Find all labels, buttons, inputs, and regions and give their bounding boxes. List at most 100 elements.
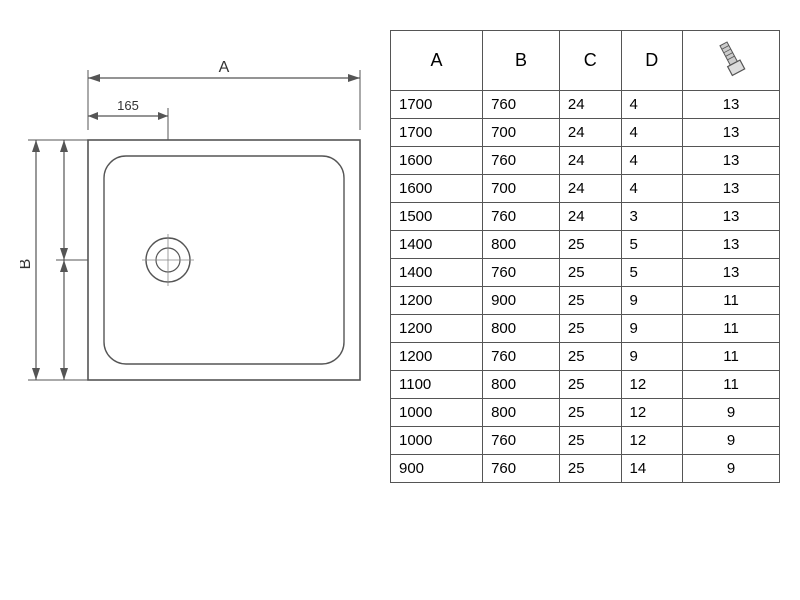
table-cell: 800 xyxy=(483,371,560,399)
dimensions-table-area: A B C D xyxy=(380,30,780,550)
table-cell: 13 xyxy=(683,91,780,119)
table-cell: 760 xyxy=(483,455,560,483)
table-cell: 1000 xyxy=(391,427,483,455)
table-cell: 900 xyxy=(483,287,560,315)
table-cell: 24 xyxy=(559,147,621,175)
table-row: 100076025129 xyxy=(391,427,780,455)
table-row: 140076025513 xyxy=(391,259,780,287)
table-cell: 9 xyxy=(621,287,683,315)
table-cell: 25 xyxy=(559,427,621,455)
table-cell: 9 xyxy=(683,399,780,427)
col-header-c: C xyxy=(559,31,621,91)
table-cell: 11 xyxy=(683,371,780,399)
table-cell: 12 xyxy=(621,371,683,399)
table-row: 120090025911 xyxy=(391,287,780,315)
table-cell: 25 xyxy=(559,343,621,371)
table-cell: 1100 xyxy=(391,371,483,399)
table-cell: 4 xyxy=(621,175,683,203)
table-cell: 9 xyxy=(683,427,780,455)
table-cell: 1700 xyxy=(391,91,483,119)
table-cell: 13 xyxy=(683,231,780,259)
table-cell: 1200 xyxy=(391,287,483,315)
table-cell: 24 xyxy=(559,175,621,203)
bolt-icon xyxy=(713,36,749,80)
table-cell: 1500 xyxy=(391,203,483,231)
table-cell: 4 xyxy=(621,147,683,175)
table-row: 1100800251211 xyxy=(391,371,780,399)
table-cell: 3 xyxy=(621,203,683,231)
table-body: 1700760244131700700244131600760244131600… xyxy=(391,91,780,483)
table-cell: 4 xyxy=(621,91,683,119)
table-cell: 1600 xyxy=(391,147,483,175)
table-cell: 760 xyxy=(483,91,560,119)
table-cell: 1600 xyxy=(391,175,483,203)
table-cell: 11 xyxy=(683,315,780,343)
label-a: A xyxy=(219,59,230,76)
table-cell: 25 xyxy=(559,315,621,343)
table-row: 170070024413 xyxy=(391,119,780,147)
table-cell: 14 xyxy=(621,455,683,483)
table-row: 100080025129 xyxy=(391,399,780,427)
label-b: B xyxy=(20,259,34,270)
table-cell: 13 xyxy=(683,259,780,287)
table-cell: 13 xyxy=(683,175,780,203)
table-cell: 800 xyxy=(483,315,560,343)
table-cell: 760 xyxy=(483,427,560,455)
technical-diagram: A 165 B xyxy=(20,30,380,550)
table-row: 160070024413 xyxy=(391,175,780,203)
table-cell: 9 xyxy=(621,343,683,371)
col-header-b: B xyxy=(483,31,560,91)
table-cell: 13 xyxy=(683,119,780,147)
table-cell: 13 xyxy=(683,147,780,175)
table-cell: 11 xyxy=(683,343,780,371)
table-row: 170076024413 xyxy=(391,91,780,119)
table-cell: 1200 xyxy=(391,343,483,371)
table-cell: 760 xyxy=(483,147,560,175)
table-cell: 25 xyxy=(559,231,621,259)
table-cell: 5 xyxy=(621,231,683,259)
table-cell: 25 xyxy=(559,455,621,483)
table-cell: 1400 xyxy=(391,231,483,259)
table-row: 150076024313 xyxy=(391,203,780,231)
table-cell: 24 xyxy=(559,119,621,147)
table-cell: 760 xyxy=(483,259,560,287)
table-row: 120080025911 xyxy=(391,315,780,343)
table-cell: 700 xyxy=(483,175,560,203)
table-header-row: A B C D xyxy=(391,31,780,91)
diagram-svg: A 165 B xyxy=(20,30,380,470)
table-cell: 800 xyxy=(483,231,560,259)
table-cell: 800 xyxy=(483,399,560,427)
table-cell: 25 xyxy=(559,399,621,427)
col-header-a: A xyxy=(391,31,483,91)
table-cell: 25 xyxy=(559,287,621,315)
table-cell: 12 xyxy=(621,427,683,455)
table-cell: 12 xyxy=(621,399,683,427)
table-row: 160076024413 xyxy=(391,147,780,175)
table-cell: 25 xyxy=(559,371,621,399)
table-cell: 760 xyxy=(483,343,560,371)
table-row: 120076025911 xyxy=(391,343,780,371)
dimensions-table: A B C D xyxy=(390,30,780,483)
table-cell: 24 xyxy=(559,203,621,231)
tray-plan xyxy=(88,140,360,380)
table-cell: 9 xyxy=(683,455,780,483)
table-cell: 1700 xyxy=(391,119,483,147)
table-cell: 9 xyxy=(621,315,683,343)
table-cell: 900 xyxy=(391,455,483,483)
table-cell: 24 xyxy=(559,91,621,119)
table-cell: 11 xyxy=(683,287,780,315)
col-header-bolt xyxy=(683,31,780,91)
dimension-a: A xyxy=(88,59,360,130)
table-cell: 760 xyxy=(483,203,560,231)
table-cell: 5 xyxy=(621,259,683,287)
label-165: 165 xyxy=(117,98,139,113)
table-row: 140080025513 xyxy=(391,231,780,259)
table-cell: 1400 xyxy=(391,259,483,287)
table-cell: 700 xyxy=(483,119,560,147)
table-cell: 1200 xyxy=(391,315,483,343)
col-header-d: D xyxy=(621,31,683,91)
table-cell: 4 xyxy=(621,119,683,147)
table-cell: 1000 xyxy=(391,399,483,427)
table-cell: 25 xyxy=(559,259,621,287)
table-cell: 13 xyxy=(683,203,780,231)
